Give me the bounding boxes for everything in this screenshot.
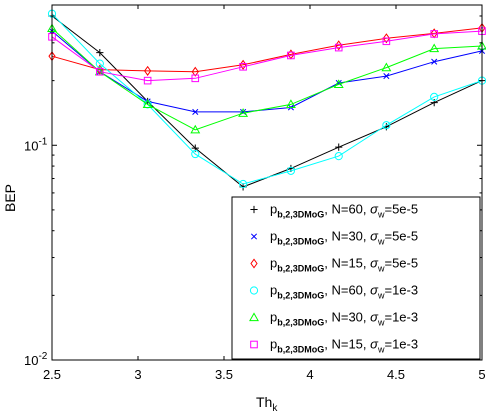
series-5 (47, 23, 486, 134)
series-6-point-3 (143, 76, 152, 85)
series-5-line (51, 28, 483, 131)
legend-label-5: pb,2,3DMoG, N=30, σw=1e-3 (270, 310, 418, 328)
series-4-point-6 (286, 166, 296, 175)
series-5-point-3 (142, 99, 153, 108)
series-2 (48, 28, 486, 115)
series-5-point-9 (429, 43, 440, 53)
series-3-point-8 (382, 33, 390, 44)
series-4-point-9 (430, 92, 439, 101)
legend-label-3: pb,2,3DMoG, N=15, σw=5e-5 (270, 256, 418, 274)
series-4-point-4 (191, 149, 200, 159)
series-2-line (51, 30, 483, 113)
series-6-point-5 (239, 62, 247, 71)
series-5-point-4 (190, 124, 201, 134)
series-3-point-4 (191, 66, 199, 77)
legend-entry-3: pb,2,3DMoG, N=15, σw=5e-5 (250, 256, 418, 274)
series-4-point-5 (238, 179, 248, 189)
series-layer (47, 9, 486, 191)
legend-label-1: pb,2,3DMoG, N=60, σw=5e-5 (270, 202, 418, 220)
x-axis-label-sub: k (272, 403, 278, 414)
series-1 (48, 12, 486, 191)
legend-entry-6: pb,2,3DMoG, N=15, σw=1e-3 (250, 337, 418, 355)
series-6-point-4 (191, 74, 200, 83)
legend-marker-5 (249, 312, 259, 322)
series-1-line (51, 15, 483, 188)
series-6-point-6 (287, 51, 295, 60)
series-2-point-8 (383, 73, 390, 80)
axis-ticks: 2.5 3 3.5 4 4.5 5 10-1 10-2 (24, 5, 486, 382)
y-tick-label-2: 10-2 (24, 351, 48, 368)
series-3-line (51, 27, 483, 73)
series-6-point-9 (430, 30, 438, 38)
legend: pb,2,3DMoG, N=60, σw=5e-5 pb,2,3DMoG, N=3… (231, 196, 481, 360)
x-tick-label-5: 4.5 (387, 367, 405, 382)
x-axis-label-main: Th (256, 394, 272, 410)
series-4-point-8 (382, 121, 391, 130)
x-axis-label: Thk (256, 394, 278, 414)
x-tick-label-4: 4 (306, 367, 313, 382)
legend-entry-1: pb,2,3DMoG, N=60, σw=5e-5 (250, 202, 418, 220)
x-tick-label-6: 5 (478, 367, 485, 382)
legend-label-2: pb,2,3DMoG, N=30, σw=5e-5 (270, 229, 418, 247)
legend-label-6: pb,2,3DMoG, N=15, σw=1e-3 (270, 337, 418, 355)
series-6-point-2 (96, 67, 104, 76)
legend-marker-4 (249, 286, 259, 295)
series-4 (47, 9, 486, 189)
series-4-line (51, 13, 483, 185)
series-5-point-8 (381, 62, 392, 72)
legend-entry-5: pb,2,3DMoG, N=30, σw=1e-3 (249, 310, 418, 328)
legend-entry-4: pb,2,3DMoG, N=60, σw=1e-3 (249, 283, 418, 301)
series-1-point-2 (96, 49, 104, 57)
series-6-line (51, 30, 483, 82)
legend-marker-2 (250, 233, 258, 240)
legend-marker-6 (250, 340, 258, 349)
y-axis-label: BEP (2, 184, 18, 212)
legend-entry-2: pb,2,3DMoG, N=30, σw=5e-5 (250, 229, 418, 247)
series-2-point-9 (431, 58, 438, 65)
series-5-point-5 (238, 108, 249, 117)
legend-marker-3 (250, 258, 258, 269)
legend-marker-1 (250, 205, 258, 214)
legend-label-4: pb,2,3DMoG, N=60, σw=1e-3 (270, 283, 418, 301)
x-tick-label-1: 2.5 (43, 367, 61, 382)
x-tick-label-2: 3 (134, 367, 141, 382)
series-2-point-4 (192, 108, 199, 115)
y-tick-label-1: 10-1 (24, 136, 48, 153)
x-tick-label-3: 3.5 (215, 367, 233, 382)
plot-frame (51, 4, 483, 361)
series-5-point-7 (333, 79, 344, 89)
series-6-point-8 (382, 37, 391, 46)
series-3-point-3 (144, 65, 152, 76)
series-5-point-6 (285, 99, 296, 108)
series-4-point-7 (334, 152, 343, 161)
series-6-point-7 (334, 43, 343, 52)
series-1-point-7 (335, 143, 343, 151)
legend-box (231, 196, 481, 360)
